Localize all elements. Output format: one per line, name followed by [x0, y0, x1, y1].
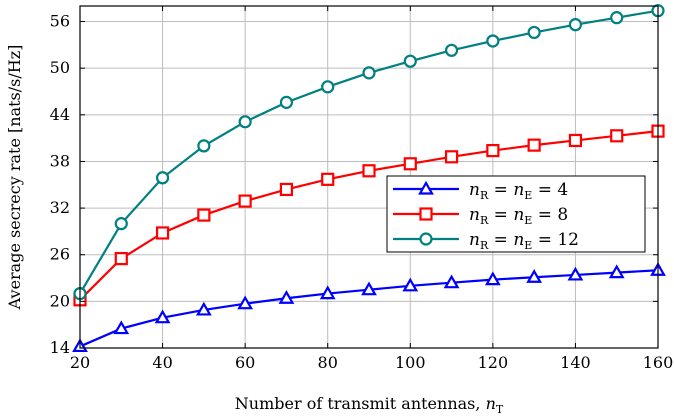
legend-entry: nR = nE = 4	[393, 180, 568, 202]
square-marker	[155, 226, 170, 240]
triangle-marker	[443, 274, 460, 289]
y-tick-label: 32	[50, 198, 70, 217]
square-marker	[362, 164, 376, 178]
square-marker	[238, 194, 252, 208]
triangle-marker	[484, 271, 501, 286]
y-tick-label: 38	[50, 151, 70, 170]
legend-entry: nR = nE = 8	[393, 205, 568, 227]
circle-marker	[362, 66, 376, 80]
triangle-marker	[237, 295, 254, 310]
x-tick-label: 80	[318, 353, 338, 372]
x-tick-label: 120	[478, 353, 509, 372]
x-tick-label: 140	[560, 353, 591, 372]
legend-entry: nR = nE = 12	[393, 230, 579, 252]
circle-marker	[486, 34, 500, 48]
y-tick-label: 50	[50, 58, 70, 77]
x-axis-label: Number of transmit antennas, nT	[235, 394, 504, 416]
square-marker	[321, 172, 335, 186]
circle-marker	[114, 217, 128, 231]
triangle-marker	[154, 309, 171, 324]
square-marker	[568, 133, 583, 148]
circle-marker	[321, 80, 335, 94]
circle-marker	[238, 115, 252, 129]
circle-marker	[568, 18, 583, 32]
x-tick-label: 100	[395, 353, 426, 372]
square-marker	[403, 157, 417, 171]
y-tick-label: 26	[50, 245, 70, 264]
legend: nR = nE = 4 nR = nE = 8 nR = nE = 12	[386, 175, 646, 253]
legend-label: nR = nE = 4	[469, 180, 568, 202]
square-marker	[486, 143, 500, 158]
circle-marker	[197, 139, 211, 153]
triangle-marker	[278, 290, 295, 304]
series-0	[72, 262, 666, 353]
triangle-marker	[195, 301, 212, 316]
x-tick-label: 20	[70, 353, 90, 372]
triangle-marker	[319, 285, 336, 300]
circle-marker	[419, 232, 433, 246]
square-marker	[279, 182, 294, 197]
y-tick-label: 14	[50, 338, 70, 357]
circle-marker	[610, 11, 624, 25]
legend-label: nR = nE = 12	[469, 230, 579, 252]
series-2	[73, 4, 665, 301]
x-tick-label: 40	[152, 353, 172, 372]
y-axis-label: Average secrecy rate [nats/s/Hz]	[5, 45, 24, 311]
triangle-marker	[113, 320, 130, 335]
circle-marker	[403, 54, 417, 68]
circle-marker	[527, 25, 541, 40]
triangle-marker	[567, 266, 584, 281]
legend-label: nR = nE = 8	[469, 205, 568, 227]
square-marker	[527, 138, 541, 152]
series-1	[73, 124, 665, 307]
plot-frame	[79, 5, 659, 349]
square-marker	[419, 207, 433, 221]
triangle-marker	[402, 277, 419, 292]
circle-marker	[279, 95, 294, 109]
triangle-marker	[361, 281, 377, 296]
circle-marker	[444, 43, 459, 57]
y-tick-label: 56	[50, 12, 70, 31]
x-tick-label: 160	[643, 353, 674, 372]
square-marker	[197, 208, 211, 222]
square-marker	[610, 129, 624, 143]
x-tick-label: 60	[235, 353, 255, 372]
square-marker	[444, 150, 459, 164]
y-tick-label: 44	[50, 105, 70, 124]
y-tick-label: 20	[50, 291, 70, 310]
triangle-marker	[526, 269, 543, 283]
square-marker	[114, 252, 128, 266]
triangle-marker	[608, 264, 625, 279]
triangle-marker	[418, 180, 434, 195]
circle-marker	[155, 171, 170, 185]
series-layer	[72, 4, 666, 353]
